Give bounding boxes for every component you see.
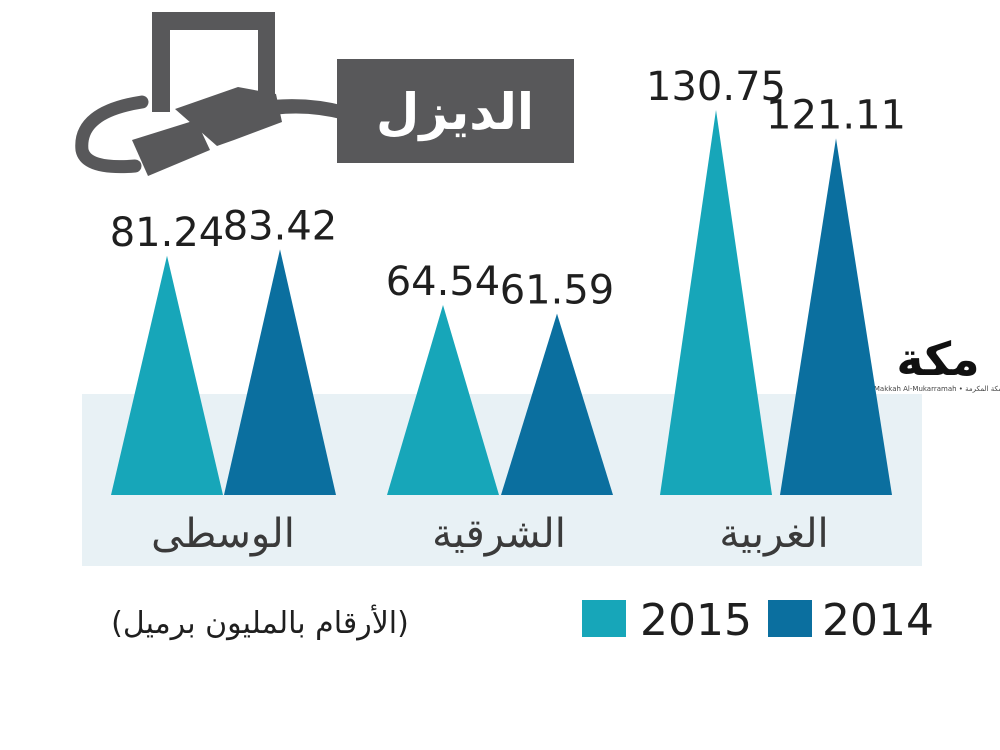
value-label-2014-eastern: 61.59 (500, 268, 615, 314)
value-label-2015-western: 130.75 (646, 64, 786, 110)
bars-layer (111, 110, 892, 495)
legend-swatch-2014 (768, 600, 812, 637)
legend-label-2015: 2015 (640, 595, 752, 646)
legend-label-2014: 2014 (822, 595, 934, 646)
bar-2015-western (660, 110, 772, 495)
value-label-2015-eastern: 64.54 (386, 259, 501, 305)
category-label-eastern: الشرقية (432, 511, 566, 557)
category-band (82, 394, 922, 566)
fuel-hose (75, 95, 149, 174)
category-label-central: الوسطى (151, 511, 295, 557)
value-label-2015-central: 81.24 (110, 210, 225, 256)
fuel-nozzle-icon (132, 12, 345, 176)
bar-2014-eastern (501, 313, 613, 495)
logo-mark: مكة (896, 332, 979, 386)
chart-title: الديزل (376, 83, 534, 142)
bar-2015-eastern (387, 304, 499, 495)
value-label-2014-western: 121.11 (766, 92, 906, 138)
bar-2015-central (111, 255, 223, 495)
legend-swatch-2015 (582, 600, 626, 637)
bar-2014-western (780, 138, 892, 495)
title-box (337, 59, 574, 163)
bar-2014-central (224, 249, 336, 495)
value-label-2014-central: 83.42 (223, 203, 338, 249)
logo-subtitle: Makkah Al-Mukarramah • مكة المكرمة (874, 385, 1000, 393)
category-label-western: الغربية (719, 511, 828, 557)
units-note: (الأرقام بالمليون برميل) (111, 603, 409, 641)
